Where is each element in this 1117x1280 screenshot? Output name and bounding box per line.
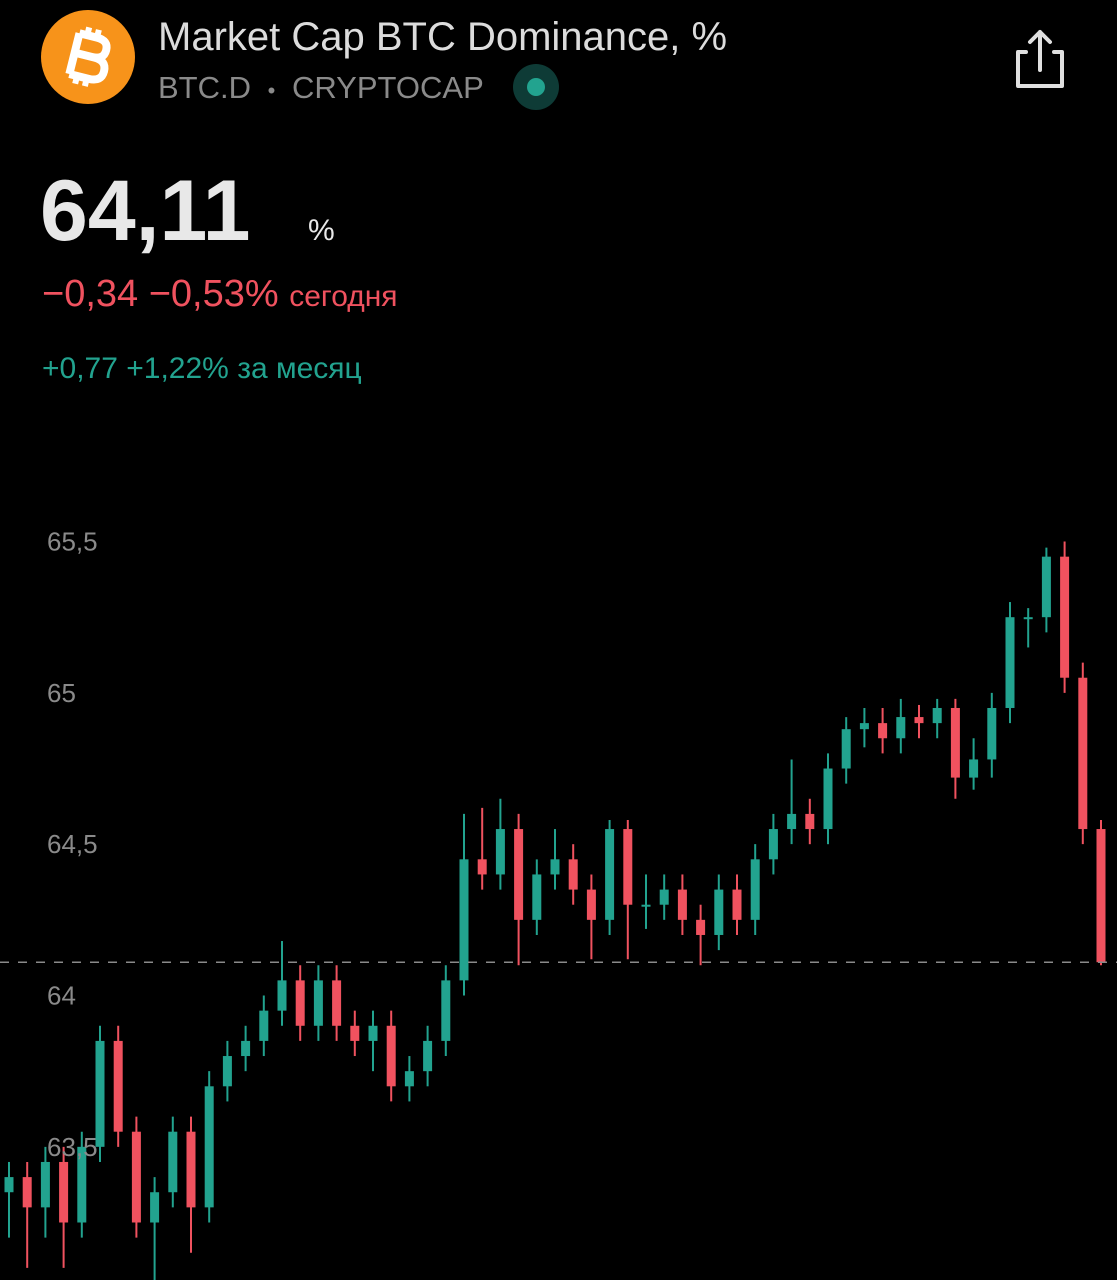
candle-body: [969, 759, 979, 778]
logo-glyph: [65, 26, 111, 87]
candle-body: [386, 1025, 396, 1087]
candle-body: [787, 813, 797, 830]
y-tick-label: 64,5: [47, 829, 98, 859]
candle-body: [495, 829, 505, 875]
month-change-abs: +0,77: [42, 352, 118, 385]
candle-body: [168, 1131, 178, 1193]
candle-body: [514, 829, 524, 920]
candle-body: [750, 859, 760, 920]
subtitle: BTC.D • CRYPTOCAP: [158, 70, 484, 105]
candle-body: [459, 859, 469, 981]
candle-body: [732, 889, 742, 920]
candle-body: [914, 717, 924, 724]
candle-body: [150, 1192, 160, 1223]
candle-body: [404, 1071, 414, 1087]
status-dot: [527, 78, 545, 96]
y-tick-label: 65,5: [47, 527, 98, 557]
separator: •: [268, 78, 276, 103]
y-tick-label: 64: [47, 981, 76, 1011]
candle-body: [1078, 677, 1088, 830]
y-tick-label: 65: [47, 678, 76, 708]
candle-body: [441, 980, 451, 1041]
candle-body: [550, 859, 560, 875]
candle-body: [714, 889, 724, 935]
candle-body: [859, 723, 869, 730]
candle-body: [131, 1131, 141, 1223]
share-button[interactable]: [1016, 30, 1064, 88]
candle-body: [623, 829, 633, 905]
candle-body: [696, 919, 706, 935]
candle-body: [222, 1056, 232, 1087]
candle-body: [878, 723, 888, 739]
month-label: за месяц: [237, 352, 362, 385]
price-unit: %: [308, 214, 335, 247]
symbol: BTC.D: [158, 70, 251, 105]
candle-body: [77, 1146, 87, 1223]
candle-body: [659, 889, 669, 905]
candle-body: [1005, 617, 1015, 708]
candle-body: [823, 768, 833, 830]
month-change: +0,77 +1,22% за месяц: [42, 352, 362, 385]
candle-body: [332, 980, 342, 1026]
candle-body: [259, 1010, 269, 1041]
candle-body: [805, 813, 815, 830]
chart: 65,5 65 64,5 64 63,5: [0, 527, 1117, 1280]
candle-body: [987, 707, 997, 760]
price: 64,11: [40, 163, 250, 259]
candle-body: [1023, 617, 1033, 620]
candle-body: [568, 859, 578, 890]
candle-body: [605, 829, 615, 920]
candle-body: [113, 1040, 123, 1132]
candle-body: [313, 980, 323, 1026]
candle-body: [350, 1025, 360, 1041]
today-label: сегодня: [289, 280, 397, 313]
candle-body: [950, 707, 960, 778]
candle-body: [295, 980, 305, 1026]
candle-body: [59, 1161, 69, 1223]
candle-body: [477, 859, 487, 875]
candle-body: [186, 1131, 196, 1208]
candle-body: [896, 717, 906, 739]
candle-body: [641, 904, 651, 907]
candle-body: [204, 1086, 214, 1208]
candle-body: [40, 1161, 50, 1208]
candle-body: [677, 889, 687, 920]
candle-body: [277, 980, 287, 1011]
candle-body: [768, 829, 778, 860]
today-change-pct: −0,53%: [149, 273, 279, 315]
today-change: −0,34 −0,53% сегодня: [42, 273, 398, 315]
candle-body: [932, 707, 942, 724]
candle-body: [841, 729, 851, 769]
bitcoin-logo: [41, 10, 135, 104]
title: Market Cap BTC Dominance, %: [158, 15, 727, 59]
candle-body: [532, 874, 542, 920]
candle-body: [95, 1040, 105, 1147]
y-tick-label: 63,5: [47, 1132, 98, 1162]
today-change-abs: −0,34: [42, 273, 138, 315]
candle-body: [586, 889, 596, 920]
candle-body: [241, 1040, 251, 1057]
exchange: CRYPTOCAP: [292, 70, 484, 105]
candle-body: [423, 1040, 433, 1072]
candle-body: [1041, 556, 1051, 618]
candle-body: [4, 1177, 14, 1193]
candle-body: [22, 1177, 32, 1208]
candle-body: [1060, 556, 1070, 678]
month-change-pct: +1,22%: [126, 352, 229, 385]
candle-body: [1096, 829, 1106, 963]
candle-body: [368, 1025, 378, 1041]
